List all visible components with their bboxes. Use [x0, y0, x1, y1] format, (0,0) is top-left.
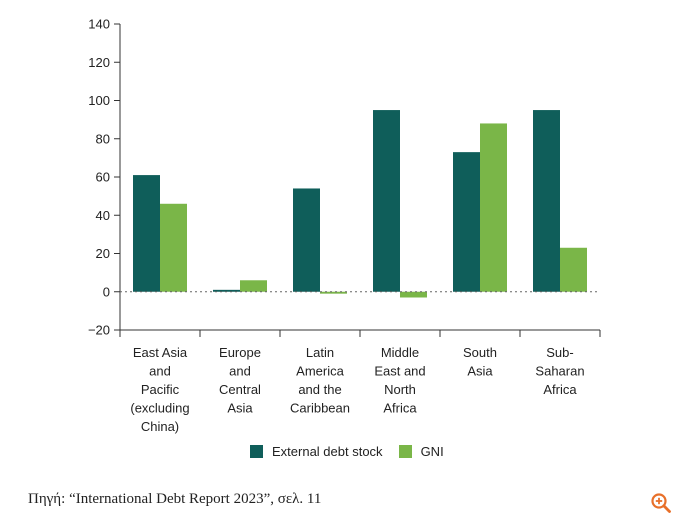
category-label: Sub-Saharan Africa [535, 345, 584, 397]
bar-external-debt [373, 110, 400, 292]
legend-label-gni: GNI [420, 444, 444, 459]
y-tick-label: 40 [96, 208, 110, 223]
y-tick-label: 100 [88, 93, 110, 108]
chart: −20 0 20 40 60 80 100 120 140 East Asia and Pacifi… [88, 17, 601, 434]
bar-gni [240, 280, 267, 292]
legend-item-external-debt: External debt stock [250, 444, 383, 459]
y-tick-label: 20 [96, 246, 110, 261]
source-caption: Πηγή: “International Debt Report 2023”, … [28, 491, 322, 507]
category-label: East Asia and Pacific (excluding China) [130, 345, 189, 434]
y-tick-label: −20 [88, 323, 110, 338]
bar-gni [560, 247, 587, 292]
bar-external-debt [453, 152, 480, 292]
bar-external-debt [533, 110, 560, 292]
y-tick-label: 80 [96, 131, 110, 146]
category-label: South Asia [463, 345, 497, 379]
bar-gni [400, 291, 427, 298]
zoom-in-icon[interactable] [650, 492, 672, 514]
bar-external-debt [293, 188, 320, 292]
legend-swatch-external-debt [250, 445, 263, 458]
bar-gni [160, 203, 187, 292]
bar-external-debt [133, 175, 160, 292]
legend-swatch-gni [398, 445, 412, 458]
category-label: Europe and Central Asia [219, 345, 261, 416]
bar-gni [480, 123, 507, 292]
legend-item-gni: GNI [398, 444, 444, 459]
legend: External debt stock GNI [250, 444, 460, 459]
y-tick-label: 120 [88, 55, 110, 70]
legend-label-external-debt: External debt stock [272, 444, 383, 459]
y-tick-label: 0 [103, 284, 110, 299]
category-label: Latin America and the Caribbean [290, 345, 350, 416]
bar-external-debt [213, 289, 240, 292]
bar-gni [320, 291, 347, 294]
y-tick-label: 60 [96, 170, 110, 185]
y-tick-label: 140 [88, 17, 110, 32]
category-label: Middle East and North Africa [374, 345, 425, 416]
